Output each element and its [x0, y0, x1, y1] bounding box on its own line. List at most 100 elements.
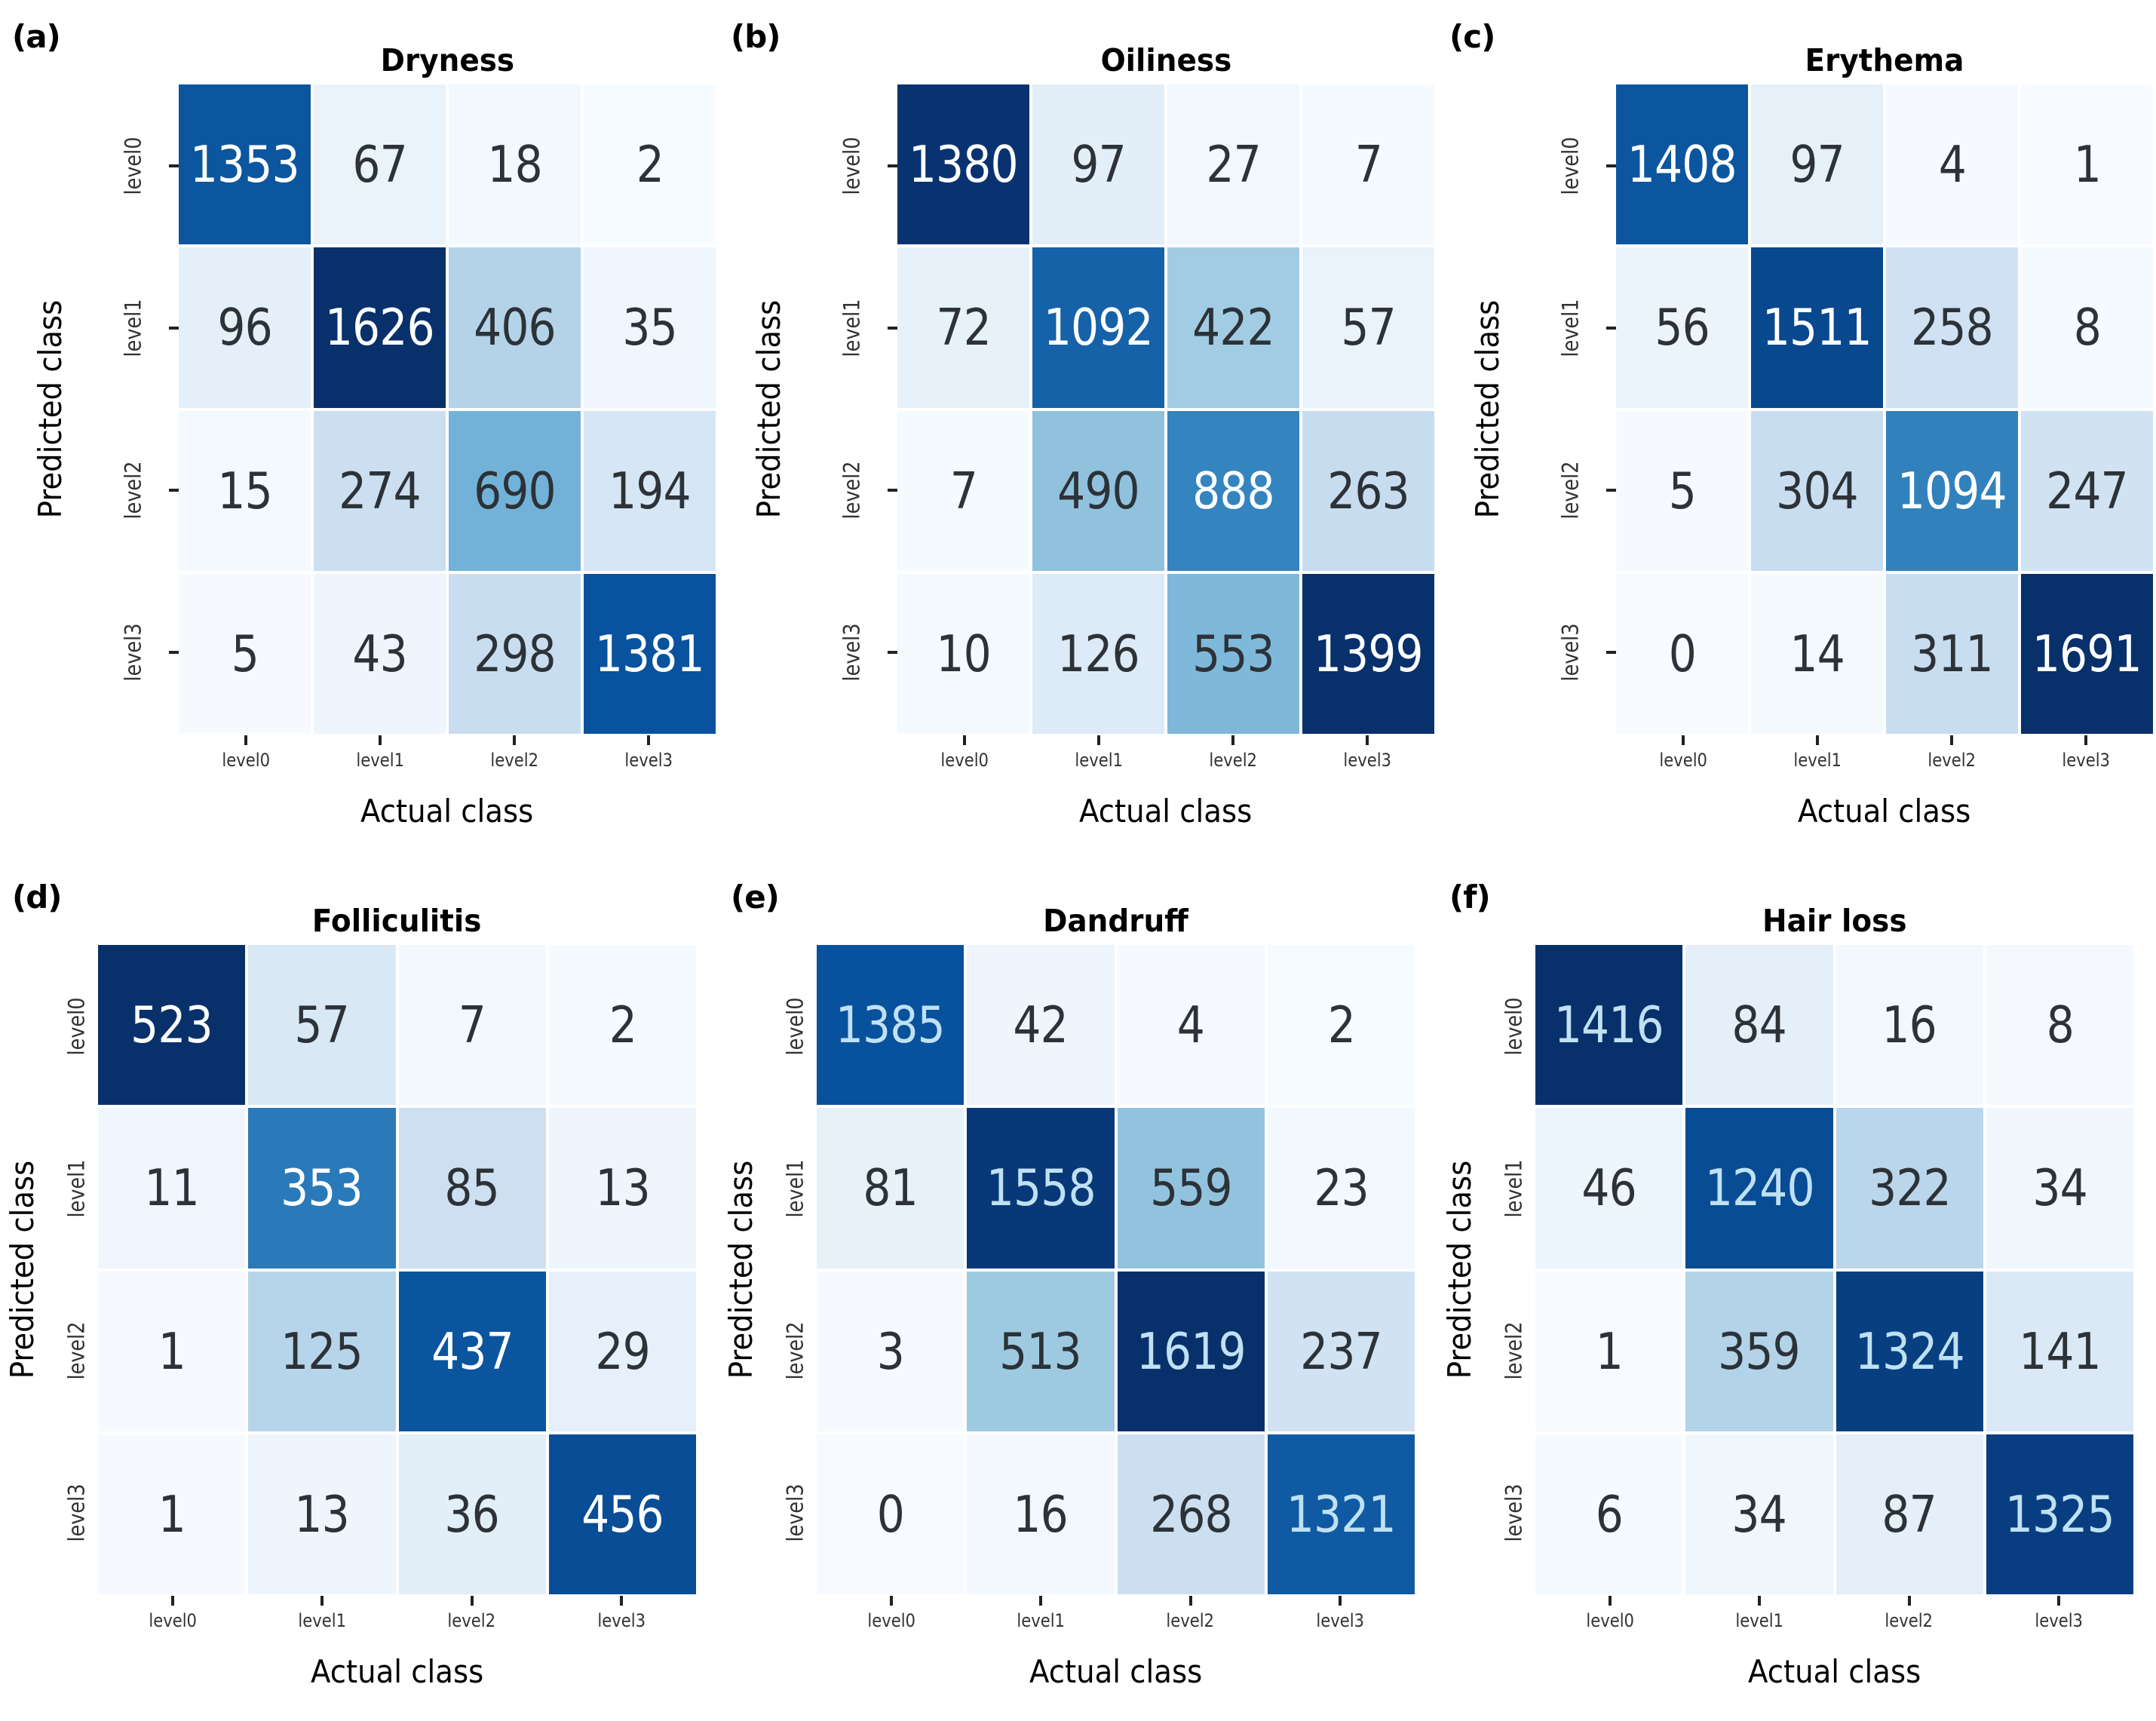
y-tick-label: level3 — [1557, 623, 1584, 682]
heatmap-cell: 1691 — [2021, 573, 2153, 734]
x-tick: level2 — [1885, 734, 2019, 781]
heatmap-cell: 1094 — [1886, 410, 2018, 571]
x-tick-label: level2 — [1928, 750, 1976, 771]
x-tick-label: level1 — [1793, 750, 1842, 771]
heatmap-cell: 559 — [1117, 1108, 1265, 1269]
panel-folliculitis: (d) Folliculitis Predicted class level0 l… — [0, 860, 719, 1721]
chart-title: Folliculitis — [312, 903, 482, 939]
y-axis-ticks: level0 level1 level2 level3 — [762, 945, 842, 1594]
heatmap-cell: 247 — [2021, 410, 2153, 571]
heatmap-cell: 97 — [1751, 84, 1883, 245]
tick-mark — [1188, 1596, 1192, 1606]
heatmap-cell: 0 — [817, 1434, 965, 1594]
heatmap-cell: 23 — [1267, 1108, 1415, 1269]
chart-title: Hair loss — [1762, 903, 1907, 939]
panel-label: (a) — [12, 18, 61, 55]
heatmap-cell: 1 — [1535, 1271, 1683, 1431]
panel-label: (d) — [12, 879, 62, 916]
y-axis-ticks: level0 level1 level2 level3 — [1481, 945, 1560, 1594]
x-tick-label: level2 — [447, 1610, 496, 1631]
heatmap-cell: 84 — [1685, 945, 1833, 1106]
heatmap-cell: 1325 — [1986, 1434, 2133, 1594]
tick-mark — [171, 1596, 175, 1606]
heatmap-cell: 1385 — [817, 945, 965, 1106]
heatmap-cell: 29 — [548, 1271, 696, 1431]
x-axis-label: Actual class — [1079, 793, 1253, 830]
heatmap-cell: 67 — [314, 84, 446, 245]
heatmap-cell: 10 — [897, 573, 1029, 734]
y-tick-label: level3 — [120, 623, 146, 682]
heatmap-cell: 5 — [1616, 410, 1748, 571]
x-tick: level1 — [1750, 734, 1885, 781]
tick-mark — [1606, 326, 1616, 330]
heatmap-cell: 126 — [1032, 573, 1164, 734]
heatmap-grid: 523 57 7 2 11 353 85 13 1 125 437 29 1 13 36 456 — [98, 945, 696, 1594]
y-tick: level1 — [100, 247, 179, 409]
tick-mark — [1338, 1596, 1342, 1606]
panel-label: (e) — [731, 879, 780, 916]
heatmap-cell: 263 — [1302, 410, 1434, 571]
tick-mark — [2084, 735, 2087, 745]
heatmap-cell: 304 — [1751, 410, 1883, 571]
heatmap-cell: 359 — [1685, 1271, 1833, 1431]
x-tick-label: level3 — [2062, 750, 2110, 771]
heatmap-cell: 87 — [1836, 1434, 1983, 1594]
y-tick: level2 — [1537, 410, 1616, 572]
tick-mark — [169, 489, 179, 492]
heatmap-cell: 298 — [449, 573, 581, 734]
heatmap-cell: 322 — [1836, 1108, 1983, 1269]
x-tick-label: level0 — [1659, 750, 1707, 771]
heatmap-cell: 1 — [98, 1434, 246, 1594]
tick-mark — [169, 164, 179, 167]
x-tick-label: level3 — [2035, 1610, 2083, 1631]
heatmap-cell: 57 — [248, 945, 396, 1106]
x-tick: level2 — [1166, 734, 1300, 781]
x-tick-label: level1 — [1075, 750, 1123, 771]
heatmap-grid: 1385 42 4 2 81 1558 559 23 3 513 1619 237 0 16 268 1321 — [817, 945, 1415, 1594]
heatmap-cell: 7 — [897, 410, 1029, 571]
heatmap-cell: 1416 — [1535, 945, 1683, 1106]
y-axis-ticks: level0 level1 level2 level3 — [44, 945, 123, 1594]
tick-mark — [169, 326, 179, 330]
heatmap-cell: 1381 — [584, 573, 716, 734]
heatmap-cell: 13 — [548, 1108, 696, 1269]
heatmap-cell: 406 — [449, 247, 581, 408]
heatmap-cell: 523 — [98, 945, 246, 1106]
x-axis-label: Actual class — [1798, 793, 1971, 830]
y-tick-label: level1 — [120, 299, 146, 357]
x-tick-label: level0 — [149, 1610, 197, 1631]
heatmap-cell: 888 — [1167, 410, 1299, 571]
x-tick: level0 — [98, 1594, 247, 1641]
y-tick: level2 — [100, 410, 179, 572]
heatmap-cell: 57 — [1302, 247, 1434, 408]
tick-mark — [1366, 735, 1369, 745]
x-tick: level2 — [397, 1594, 547, 1641]
tick-mark — [244, 735, 247, 745]
heatmap-cell: 15 — [179, 410, 311, 571]
heatmap-cell: 1 — [98, 1271, 246, 1431]
y-axis-label: Predicted class — [31, 299, 69, 519]
y-tick: level2 — [818, 410, 897, 572]
y-tick: level1 — [1537, 247, 1616, 409]
y-tick-label: level3 — [839, 623, 865, 682]
heatmap-cell: 1408 — [1616, 84, 1748, 245]
panel-label: (f) — [1449, 879, 1491, 916]
heatmap-cell: 1092 — [1032, 247, 1164, 408]
x-axis-ticks: level0 level1 level2 level3 — [897, 734, 1434, 781]
y-tick-label: level3 — [1501, 1483, 1527, 1542]
x-tick: level0 — [1616, 734, 1750, 781]
tick-mark — [1231, 735, 1234, 745]
y-axis-label: Predicted class — [1468, 299, 1506, 519]
x-tick-label: level1 — [356, 750, 404, 771]
tick-mark — [1907, 1596, 1911, 1606]
tick-mark — [1039, 1596, 1043, 1606]
x-axis-label: Actual class — [1747, 1653, 1921, 1690]
x-tick-label: level2 — [490, 750, 538, 771]
x-axis-ticks: level0 level1 level2 level3 — [98, 1594, 696, 1641]
tick-mark — [1606, 489, 1616, 492]
tick-mark — [1816, 735, 1819, 745]
y-tick-label: level1 — [63, 1159, 90, 1218]
y-axis-label: Predicted class — [722, 1160, 759, 1379]
y-tick-label: level3 — [782, 1483, 808, 1542]
